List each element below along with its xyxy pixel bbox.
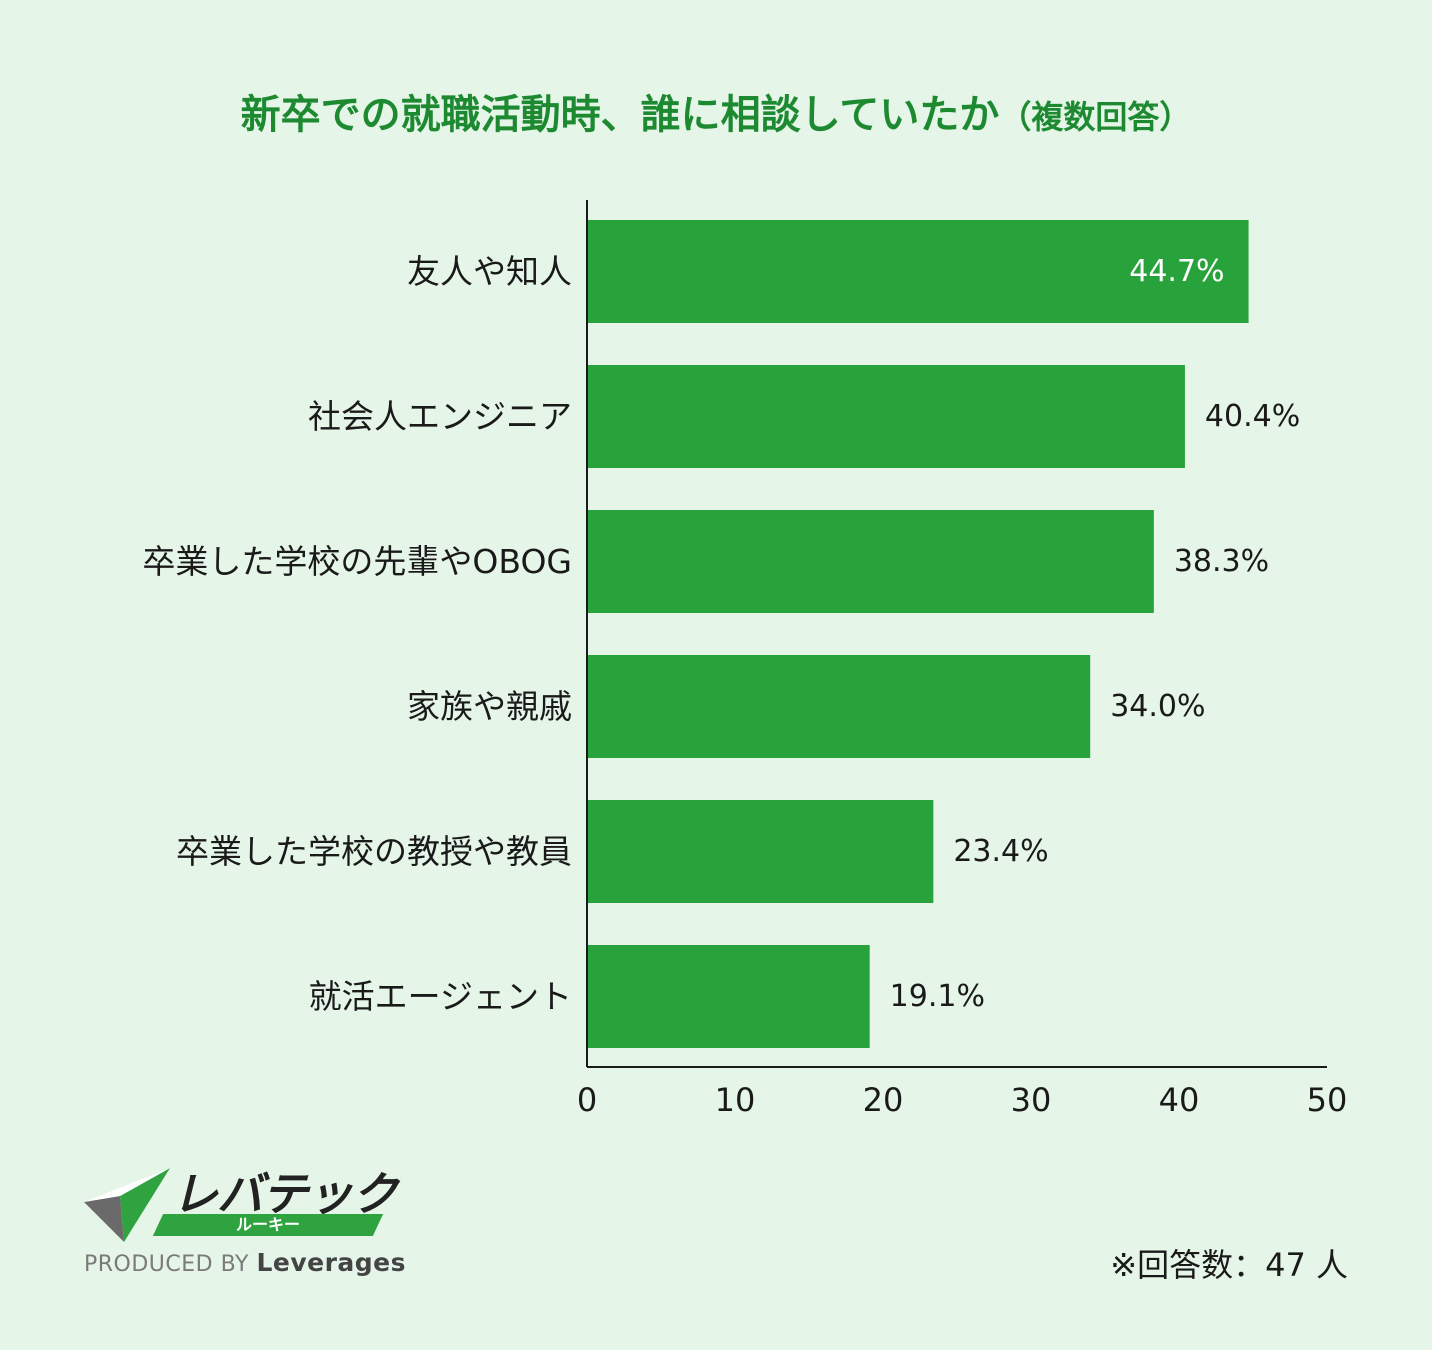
x-tick-label: 30 xyxy=(1011,1081,1052,1119)
chart-title-suffix: （複数回答） xyxy=(999,98,1192,136)
data-label: 40.4% xyxy=(1205,399,1300,434)
chart-title: 新卒での就職活動時、誰に相談していたか（複数回答） xyxy=(0,82,1432,140)
x-tick-label: 20 xyxy=(863,1081,904,1119)
produced-by-text: PRODUCED BY xyxy=(84,1252,249,1277)
bar xyxy=(587,510,1154,613)
category-label: 就活エージェント xyxy=(309,977,572,1016)
data-label: 34.0% xyxy=(1110,689,1205,724)
data-label: 44.7% xyxy=(1129,254,1224,289)
bar-chart: 友人や知人 44.7% 社会人エンジニア 40.4% 卒業した学校の先輩やOBOG 38.… xyxy=(142,200,1348,1119)
category-label: 卒業した学校の先輩やOBOG xyxy=(142,542,572,581)
bar xyxy=(587,800,934,903)
company-name: Leverages xyxy=(256,1248,407,1277)
produced-by-line: PRODUCED BY Leverages xyxy=(84,1248,406,1277)
x-tick-label: 50 xyxy=(1307,1081,1348,1119)
x-tick-label: 0 xyxy=(577,1081,597,1119)
respondent-count-note: ※回答数：47 人 xyxy=(1110,1246,1348,1284)
category-label: 卒業した学校の教授や教員 xyxy=(176,832,572,871)
checkmark-logo-icon xyxy=(84,1168,170,1242)
logo-sub-text: ルーキー xyxy=(235,1215,300,1234)
category-label: 家族や親戚 xyxy=(407,687,572,726)
logo-brand-text: レバテック xyxy=(172,1167,398,1221)
bar xyxy=(587,655,1091,758)
category-label: 社会人エンジニア xyxy=(308,397,572,436)
levtech-rookie-logo: レバテック ルーキー PRODUCED BY Leverages xyxy=(80,1158,406,1288)
bar xyxy=(587,365,1185,468)
x-tick-label: 10 xyxy=(715,1081,756,1119)
data-label: 19.1% xyxy=(890,979,985,1014)
data-label: 23.4% xyxy=(953,834,1048,869)
chart-title-main: 新卒での就職活動時、誰に相談していたか xyxy=(240,92,1000,138)
bar xyxy=(587,945,870,1048)
data-label: 38.3% xyxy=(1174,544,1269,579)
bar xyxy=(587,220,1249,323)
category-label: 友人や知人 xyxy=(407,252,572,291)
x-tick-label: 40 xyxy=(1159,1081,1200,1119)
